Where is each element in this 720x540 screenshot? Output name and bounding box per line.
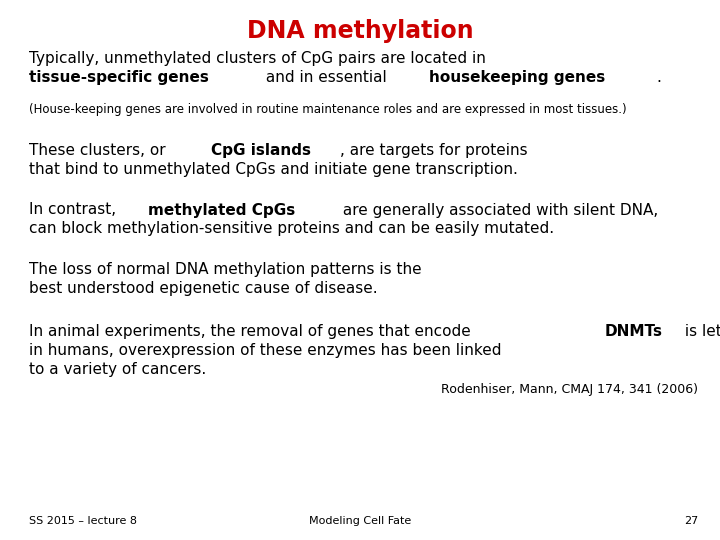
Text: CpG islands: CpG islands xyxy=(212,143,311,158)
Text: is lethal;: is lethal; xyxy=(680,324,720,339)
Text: Modeling Cell Fate: Modeling Cell Fate xyxy=(309,516,411,526)
Text: SS 2015 – lecture 8: SS 2015 – lecture 8 xyxy=(29,516,137,526)
Text: .: . xyxy=(657,70,662,85)
Text: 27: 27 xyxy=(684,516,698,526)
Text: Rodenhiser, Mann, CMAJ 174, 341 (2006): Rodenhiser, Mann, CMAJ 174, 341 (2006) xyxy=(441,383,698,396)
Text: can block methylation-sensitive proteins and can be easily mutated.: can block methylation-sensitive proteins… xyxy=(29,221,554,237)
Text: and in essential: and in essential xyxy=(261,70,392,85)
Text: are generally associated with silent DNA,: are generally associated with silent DNA… xyxy=(338,202,658,218)
Text: (House-keeping genes are involved in routine maintenance roles and are expressed: (House-keeping genes are involved in rou… xyxy=(29,103,626,116)
Text: to a variety of cancers.: to a variety of cancers. xyxy=(29,362,206,377)
Text: methylated CpGs: methylated CpGs xyxy=(148,202,294,218)
Text: housekeeping genes: housekeeping genes xyxy=(429,70,606,85)
Text: in humans, overexpression of these enzymes has been linked: in humans, overexpression of these enzym… xyxy=(29,343,501,358)
Text: tissue-specific genes: tissue-specific genes xyxy=(29,70,209,85)
Text: The loss of normal DNA methylation patterns is the: The loss of normal DNA methylation patte… xyxy=(29,262,421,277)
Text: DNA methylation: DNA methylation xyxy=(247,19,473,43)
Text: In animal experiments, the removal of genes that encode: In animal experiments, the removal of ge… xyxy=(29,324,475,339)
Text: that bind to unmethylated CpGs and initiate gene transcription.: that bind to unmethylated CpGs and initi… xyxy=(29,162,518,177)
Text: , are targets for proteins: , are targets for proteins xyxy=(341,143,528,158)
Text: These clusters, or: These clusters, or xyxy=(29,143,171,158)
Text: In contrast,: In contrast, xyxy=(29,202,121,218)
Text: Typically, unmethylated clusters of CpG pairs are located in: Typically, unmethylated clusters of CpG … xyxy=(29,51,486,66)
Text: best understood epigenetic cause of disease.: best understood epigenetic cause of dise… xyxy=(29,281,377,296)
Text: DNMTs: DNMTs xyxy=(605,324,663,339)
